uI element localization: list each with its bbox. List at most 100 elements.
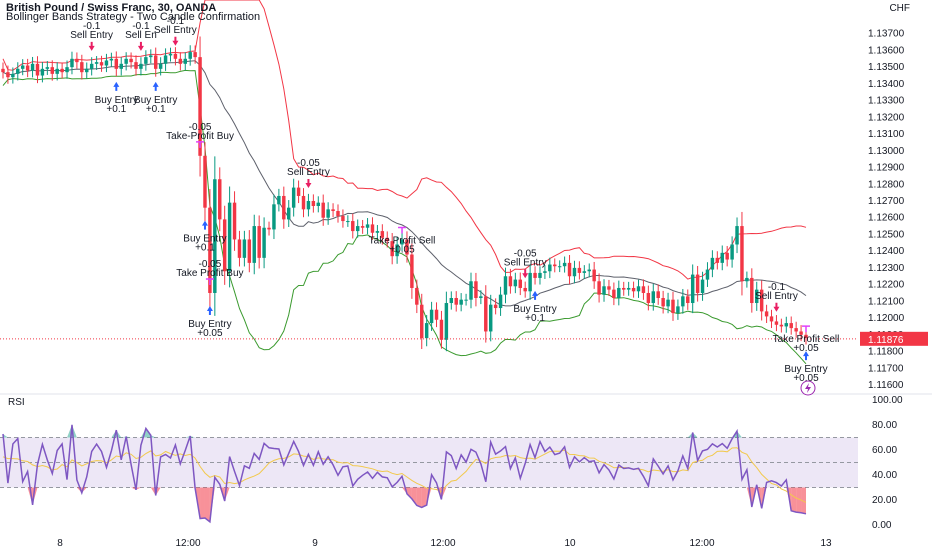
currency-label: CHF (889, 3, 910, 14)
candle-body (40, 68, 45, 76)
signal-pnl: +0.1 (106, 104, 126, 115)
buy-arrow-icon (206, 305, 213, 315)
candle-body (80, 62, 84, 73)
candle-body (508, 276, 513, 287)
candle-body (183, 58, 188, 64)
candle-body (267, 227, 271, 230)
price-axis-tick: 1.13500 (868, 62, 905, 73)
rsi-overbought-fill (190, 436, 196, 438)
candle-body (533, 272, 537, 278)
rsi-overbought-fill (126, 436, 132, 438)
candle-body (301, 195, 306, 210)
candle-body (35, 63, 40, 76)
rsi-oversold-fill (416, 487, 422, 508)
signal-pnl: +0.1 (195, 243, 215, 254)
time-axis-tick: 13 (820, 538, 832, 549)
time-axis-tick: 12:00 (430, 538, 455, 549)
candle-body (257, 226, 261, 258)
candle-body (163, 55, 168, 64)
candle-body (331, 209, 335, 212)
signal-label: Take Profit Sell (773, 334, 840, 345)
lightning-icon-glyph (805, 383, 811, 393)
candle-body (557, 266, 562, 268)
candle-body (493, 304, 498, 309)
candle-body (213, 179, 217, 293)
candle-body (139, 63, 143, 69)
signal-label: Buy Entry (513, 304, 556, 315)
time-axis-tick: 12:00 (689, 538, 714, 549)
signal-label: Sell Entry (755, 291, 798, 302)
candle-body (661, 298, 665, 307)
signal-label: Buy Entry (95, 95, 138, 106)
rsi-oversold-fill (200, 487, 205, 519)
signal-label: Sell Entry (504, 257, 547, 268)
candle-body (104, 60, 109, 66)
candle-body (203, 155, 207, 208)
rsi-ma-line (2, 447, 807, 503)
candle-body (70, 58, 74, 68)
rsi-overbought-fill (3, 434, 8, 438)
candle-body (11, 73, 15, 78)
buy-arrow-icon (201, 220, 208, 230)
candle-body (311, 200, 316, 206)
candle-body (124, 58, 128, 64)
candle-body (429, 309, 434, 324)
price-axis-tick: 1.12200 (868, 280, 905, 291)
price-axis-tick: 1.13600 (868, 45, 905, 56)
candle-body (55, 68, 59, 74)
rsi-oversold-fill (204, 487, 210, 522)
signal-pnl: -0.1 (132, 21, 150, 32)
candle-body (789, 323, 793, 329)
price-axis-tick: 1.12400 (868, 246, 905, 257)
candle-body (488, 304, 493, 332)
signal-pnl: +0.05 (793, 373, 819, 384)
candle-body (6, 72, 10, 78)
candle-body (291, 187, 296, 208)
signal-label: Buy Entry (183, 234, 226, 245)
candle-body (144, 57, 148, 64)
candle-body (262, 227, 266, 258)
signal-pnl: +0.1 (525, 313, 545, 324)
candle-body (410, 254, 414, 288)
candle-body (774, 321, 779, 325)
candle-body (119, 63, 123, 69)
price-axis-tick: 1.12000 (868, 313, 905, 324)
rsi-axis-tick: 40.00 (872, 470, 897, 481)
price-axis-tick: 1.12900 (868, 163, 905, 174)
candle-body (631, 287, 636, 292)
candle-body (479, 296, 483, 298)
signal-pnl: +0.05 (793, 343, 819, 354)
candle-body (779, 324, 784, 327)
candle-body (405, 239, 409, 255)
candle-body (523, 287, 527, 292)
rsi-line (2, 424, 807, 524)
rsi-axis-tick: 100.00 (872, 395, 903, 406)
candle-body (543, 271, 547, 273)
candle-body (518, 279, 522, 288)
candle-body (474, 281, 478, 298)
price-axis-tick: 1.12700 (868, 196, 905, 207)
candle-body (415, 287, 419, 305)
signal-pnl: -0.1 (768, 282, 786, 293)
candle-body (193, 52, 197, 58)
candle-body (198, 57, 202, 156)
rsi-overbought-fill (150, 435, 156, 438)
candle-body (567, 262, 572, 277)
signal-label: Buy Entry (784, 364, 827, 375)
candle-body (30, 63, 35, 71)
candle-body (50, 67, 54, 74)
candle-body (208, 207, 212, 293)
candle-body (636, 286, 641, 292)
rsi-axis-tick: 80.00 (872, 420, 897, 431)
candle-body (538, 272, 542, 278)
candle-body (725, 252, 729, 260)
candle-body (464, 299, 468, 301)
time-axis-tick: 9 (312, 538, 318, 549)
candle-body (750, 277, 754, 304)
candle-body (400, 239, 404, 245)
candle-body (316, 202, 321, 206)
rsi-axis-tick: 20.00 (872, 495, 897, 506)
signal-pnl: +0.05 (197, 328, 223, 339)
candle-body (25, 65, 30, 71)
candle-body (439, 319, 444, 340)
